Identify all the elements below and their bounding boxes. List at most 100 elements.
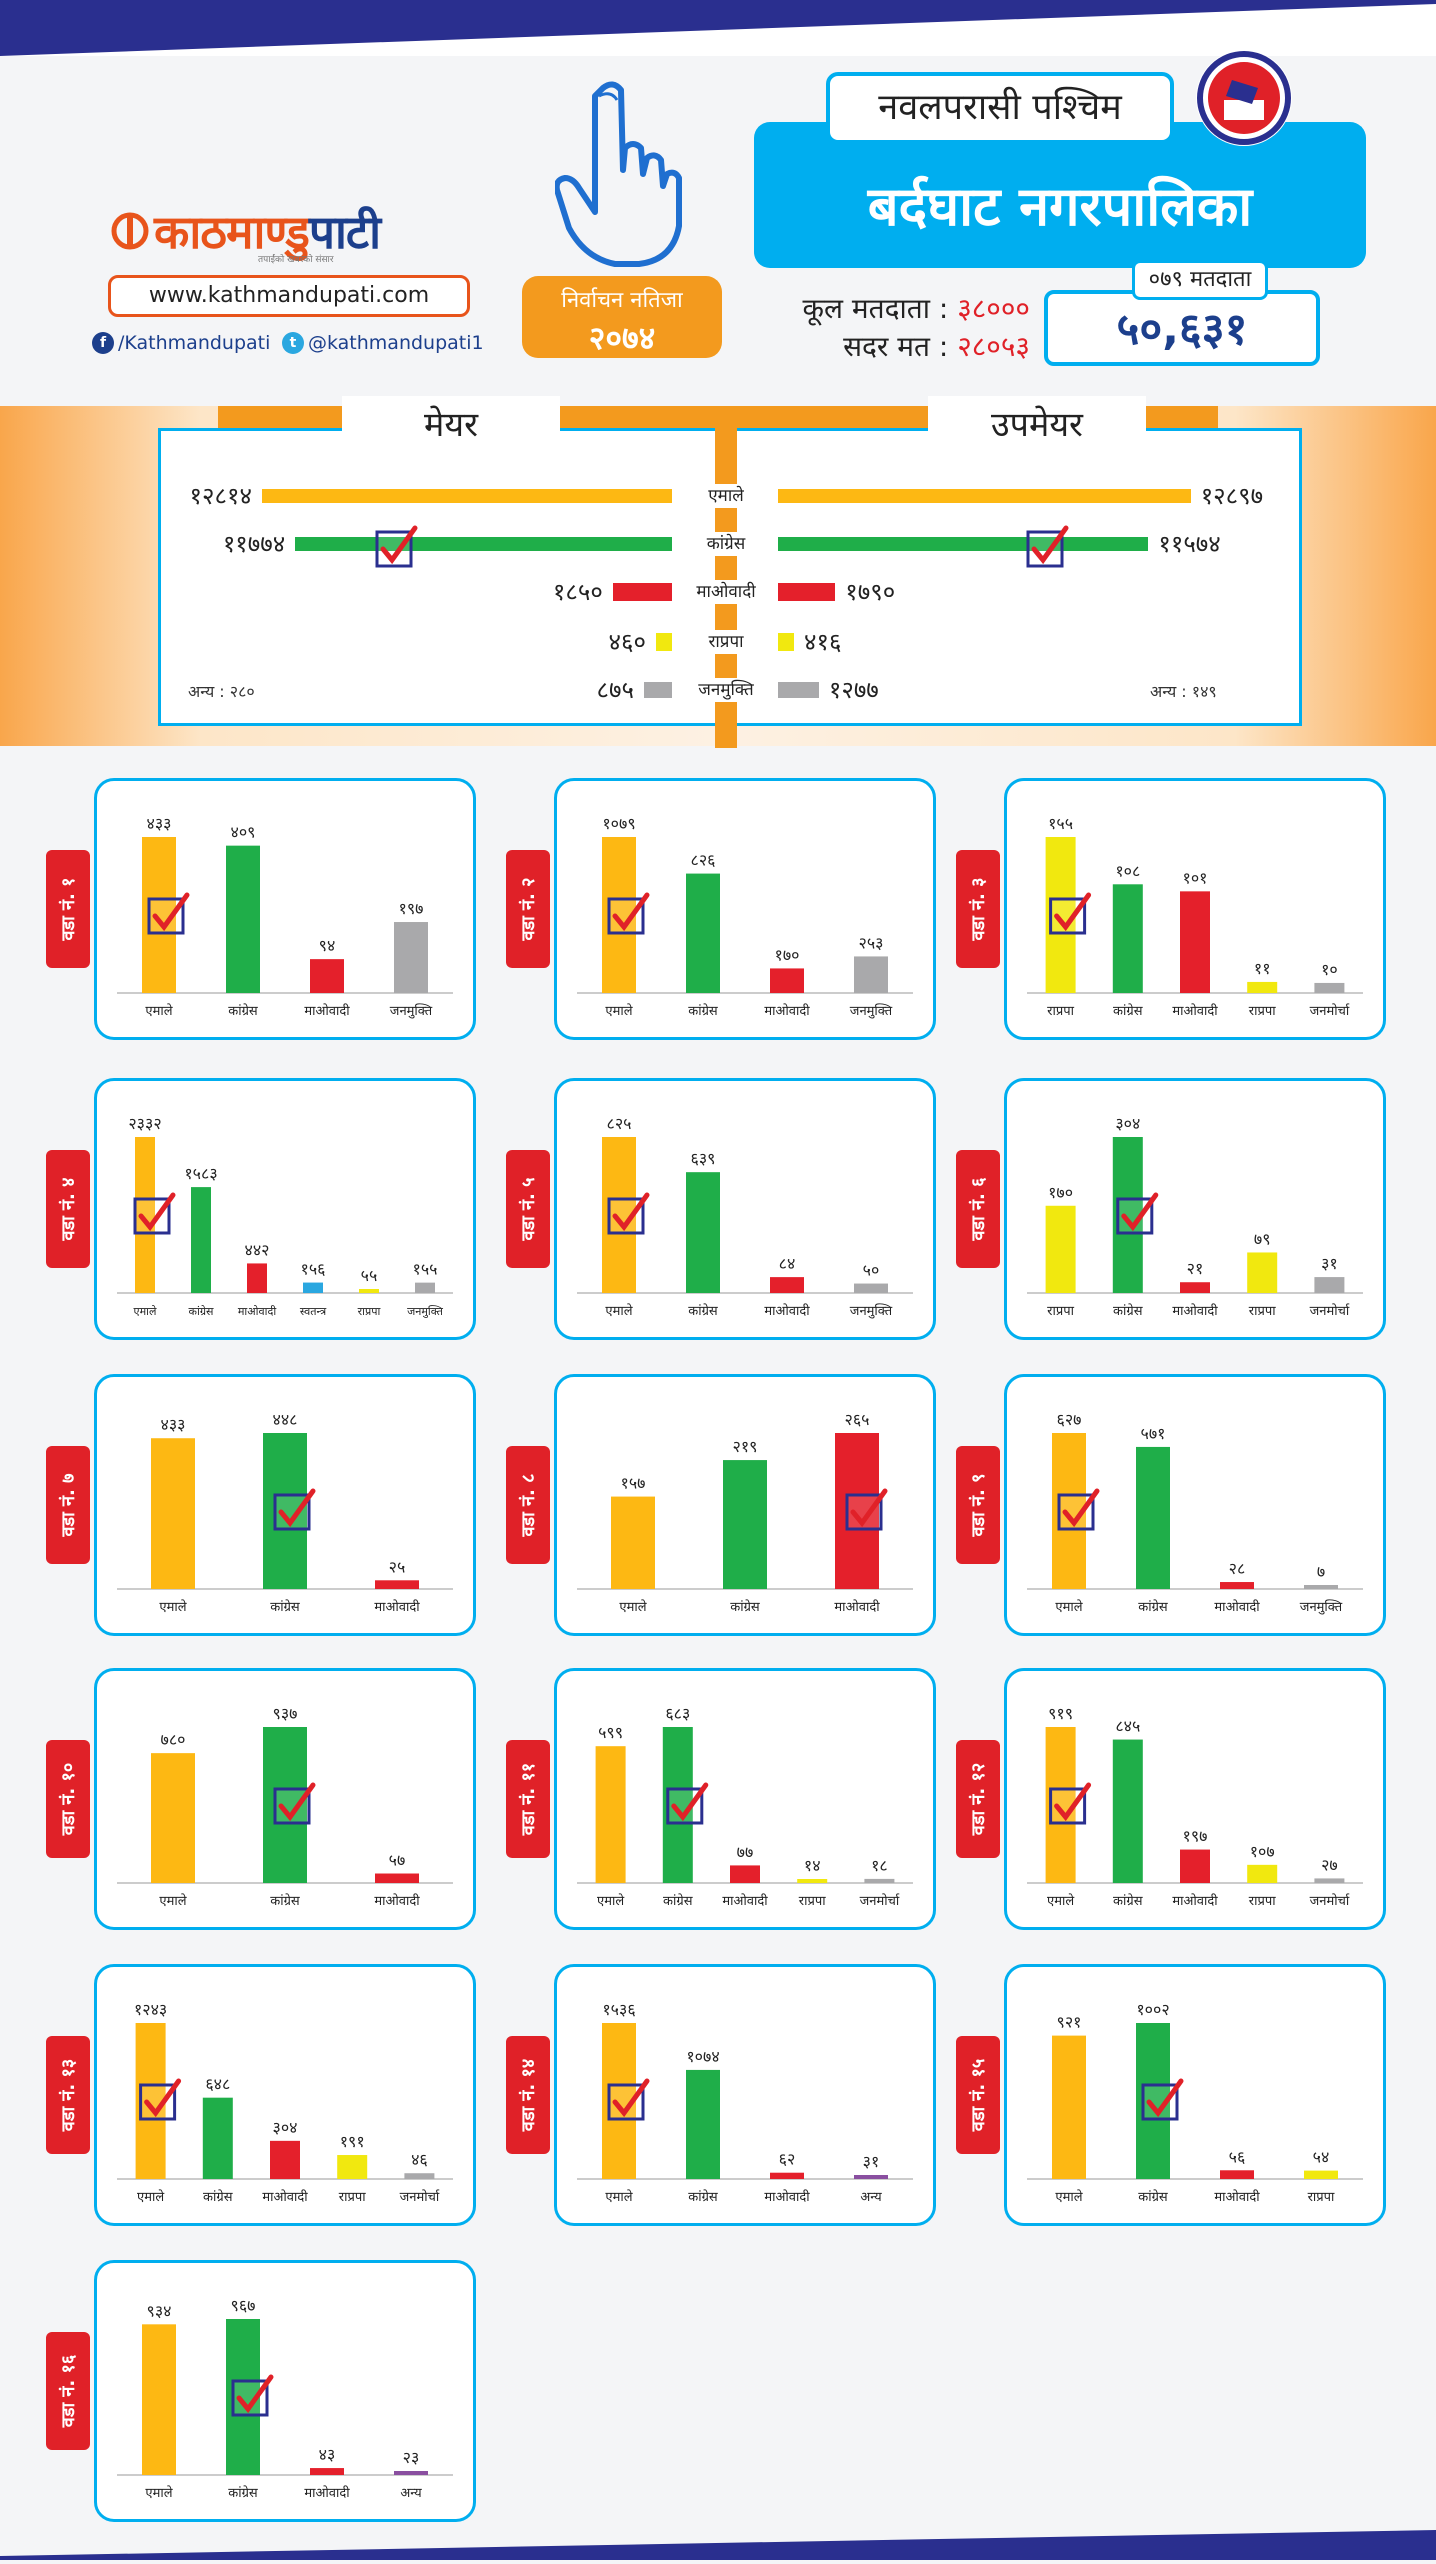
ward-title: वडा नं. ५ — [518, 1177, 539, 1241]
bottom-banner-shape — [0, 2530, 1436, 2560]
deputy-value-0: १२८९७ — [1200, 482, 1264, 510]
ward-bar-value: १५७ — [621, 1474, 646, 1493]
ward-category-label: कांग्रेस — [189, 1305, 215, 1318]
ward-category-label: कांग्रेस — [1113, 1003, 1143, 1019]
deputy-bar-0 — [778, 489, 1191, 503]
ward-label-9: वडा नं. ९ — [956, 1446, 1000, 1564]
ward-bar — [611, 1496, 655, 1589]
ward-bar-value: ३०४ — [1115, 1114, 1140, 1133]
twitter-link[interactable]: t @kathmandupati1 — [282, 332, 484, 354]
winner-check-icon — [139, 2078, 182, 2121]
ward-category-label: कांग्रेस — [270, 1599, 300, 1615]
ward-category-label: एमाले — [159, 1893, 186, 1909]
ward-bar-value: १५३६ — [602, 2000, 635, 2019]
ward-bar — [854, 956, 888, 993]
ward-category-label: माओवादी — [764, 1303, 810, 1319]
deputy-winner-check-icon — [1024, 524, 1074, 578]
ward-title: वडा नं. १० — [58, 1762, 79, 1836]
ward-bar-value: २५ — [389, 1557, 406, 1576]
ward-title: वडा नं. १ — [58, 877, 79, 941]
ward-category-label: माओवादी — [764, 2189, 810, 2205]
ward-category-label: एमाले — [145, 2485, 172, 2501]
ward-bar-value: ४३३ — [161, 1415, 186, 1434]
ward-bar-value: ८४५ — [1115, 1717, 1140, 1736]
ward-bar-value: २१९ — [733, 1437, 758, 1456]
winner-check-icon — [845, 1488, 888, 1531]
ward-bar — [337, 2155, 368, 2179]
ward-label-14: वडा नं. १४ — [506, 2036, 550, 2154]
ward-bar-value: ६२ — [779, 2150, 796, 2169]
ward-bar — [270, 2140, 300, 2179]
logo-tagline: तपाईंको खबरको संसार — [258, 255, 334, 265]
website-link[interactable]: www.kathmandupati.com — [108, 275, 470, 317]
ward-bar — [1247, 981, 1278, 993]
ward-bar-value: २१ — [1187, 1259, 1204, 1278]
ward-bar-value: २३३२ — [128, 1114, 161, 1133]
ward-bar — [1314, 982, 1345, 993]
ward-category-label: एमाले — [134, 1305, 158, 1318]
ward-card-9: ६२७ एमाले ५७१ कांग्रेस २८ माओवादी ७ जनमुक्ति — [1004, 1374, 1386, 1636]
ward-label-5: वडा नं. ५ — [506, 1150, 550, 1268]
ward-bar-value: ७८० — [161, 1730, 186, 1749]
mayor-bar-1 — [295, 537, 672, 551]
ward-bar — [1220, 2170, 1254, 2179]
ward-bar-value: ६३९ — [691, 1149, 716, 1168]
ward-bar — [191, 1187, 211, 1293]
deputy-other-label: अन्य : १४९ — [1150, 682, 1217, 701]
party-label-4: जनमुक्ति — [676, 678, 776, 702]
ward-category-label: कांग्रेस — [228, 2485, 258, 2501]
ward-bar — [1220, 1582, 1254, 1589]
ward-label-1: वडा नं. १ — [46, 850, 90, 968]
ward-bar — [686, 873, 720, 993]
ward-bar — [310, 959, 344, 993]
ward-card-8: १५७ एमाले २१९ कांग्रेस २६५ माओवादी — [554, 1374, 936, 1636]
ward-bar — [1180, 1849, 1210, 1883]
ward-category-label: माओवादी — [1214, 2189, 1260, 2205]
logo-text-b: पाटी — [308, 205, 381, 259]
ward-label-16: वडा नं. १६ — [46, 2332, 90, 2450]
ward-bar — [1180, 1282, 1210, 1293]
ward-bar-value: ९१९ — [1048, 1704, 1073, 1723]
ward-card-10: ७८० एमाले ९३७ कांग्रेस ५७ माओवादी — [94, 1668, 476, 1930]
ward-bar — [394, 2471, 428, 2475]
ward-category-label: माओवादी — [1214, 1599, 1260, 1615]
ward-title: वडा नं. १६ — [58, 2354, 79, 2428]
ward-bar-value: ५७ — [389, 1851, 406, 1870]
ward-category-label: कांग्रेस — [1138, 2189, 1168, 2205]
ward-bar-value: ३१ — [1321, 1254, 1338, 1273]
ward-category-label: जनमोर्चा — [1310, 1003, 1351, 1019]
ward-bar-value: ३०४ — [273, 2118, 298, 2137]
ward-title: वडा नं. ४ — [58, 1177, 79, 1241]
ward-category-label: जनमुक्ति — [390, 1003, 433, 1019]
ward-category-label: राप्रपा — [1249, 1004, 1276, 1019]
deputy-value-3: ४१६ — [804, 628, 842, 656]
ward-bar — [226, 845, 260, 993]
ward-bar-value: ९६७ — [231, 2296, 256, 2315]
ward-bar-value: ८४ — [779, 1254, 796, 1273]
ward-card-16: ९३४ एमाले ९६७ कांग्रेस ४३ माओवादी २३ अन्य — [94, 2260, 476, 2522]
ward-bar — [151, 1438, 195, 1589]
winner-check-icon — [1049, 1782, 1092, 1825]
ward-bar-value: २७ — [1321, 1855, 1338, 1874]
mayor-bar-0 — [261, 489, 672, 503]
site-logo[interactable]: काठमाण्डुपाटी — [110, 200, 381, 262]
ward-bar-value: १२४३ — [134, 2000, 167, 2019]
ballot-box-icon — [1196, 50, 1292, 146]
ward-category-label: माओवादी — [834, 1599, 880, 1615]
winner-check-icon — [607, 2078, 650, 2121]
mayor-value-2: १८५० — [552, 578, 603, 606]
ward-bar-value: ६४८ — [205, 2075, 230, 2094]
ward-bar — [404, 2173, 435, 2179]
deputy-bar-3 — [778, 633, 794, 651]
ward-title: वडा नं. ९ — [968, 1473, 989, 1537]
logo-text-a: काठमाण्डु — [154, 205, 310, 259]
deputy-value-1: ११५७४ — [1158, 530, 1221, 558]
ward-title: वडा नं. ८ — [518, 1473, 539, 1537]
ward-bar-value: ४४२ — [245, 1240, 270, 1259]
ward-card-14: १५३६ एमाले १०७४ कांग्रेस ६२ माओवादी ३१ अन्य — [554, 1964, 936, 2226]
ward-bar-value: ५७१ — [1141, 1424, 1166, 1443]
ward-bar-value: ४४८ — [273, 1410, 298, 1429]
ward-category-label: अन्य — [400, 2486, 422, 2501]
valid-votes-label: सदर मत : — [843, 330, 949, 363]
facebook-link[interactable]: f /Kathmandupati — [92, 332, 270, 354]
